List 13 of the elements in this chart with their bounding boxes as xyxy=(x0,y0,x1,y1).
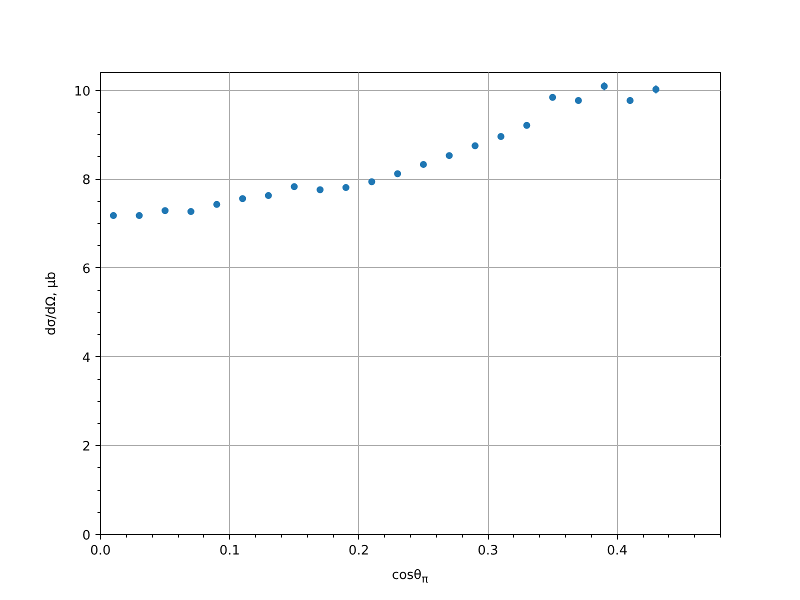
x-tick-label: 0.0 xyxy=(90,544,111,558)
y-tick-label: 8 xyxy=(82,173,91,188)
y-tick-label: 2 xyxy=(82,440,91,455)
x-axis-title: cosθ$_{π}$ xyxy=(392,567,428,588)
x-tick-label: 0.2 xyxy=(348,544,370,558)
y-axis-title: dσ/dΩ, μb xyxy=(44,272,59,336)
y-tick-label: 10 xyxy=(74,84,91,100)
y-tick-label: 6 xyxy=(82,262,91,277)
x-tick-label: 0.3 xyxy=(478,544,498,558)
y-tick-label: 0 xyxy=(82,528,91,544)
y-tick-label: 4 xyxy=(82,350,91,366)
x-tick-label: 0.4 xyxy=(606,544,628,558)
x-tick-label: 0.1 xyxy=(219,544,240,558)
